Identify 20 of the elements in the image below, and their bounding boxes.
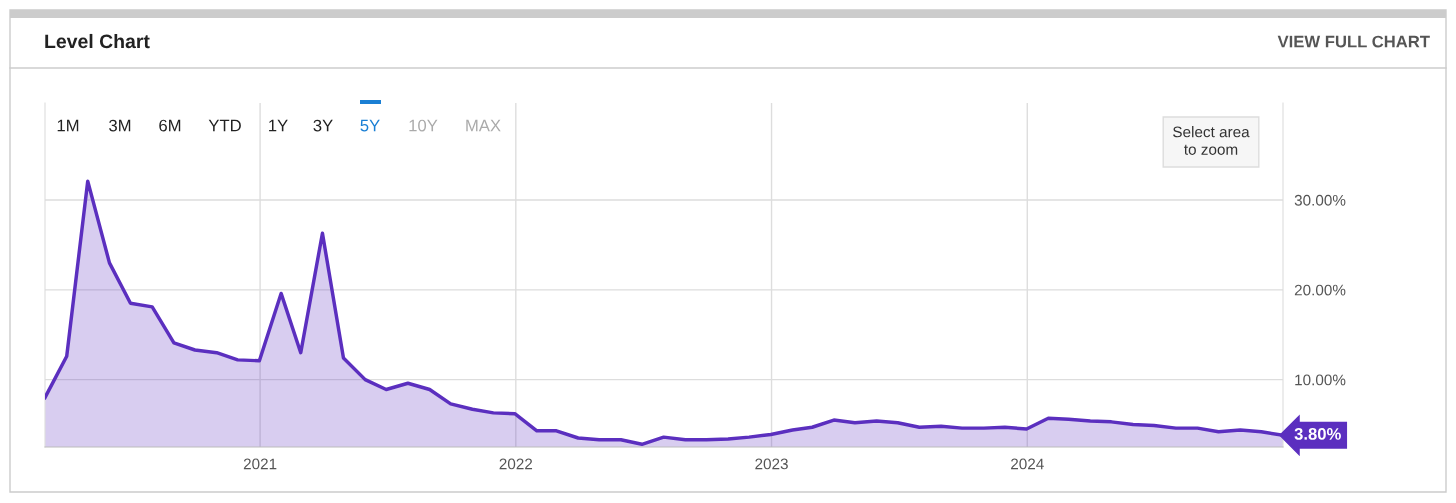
annotation: YTD <box>208 119 241 132</box>
text: VIEW FULL CHART <box>1277 35 1430 48</box>
annotation: 3M <box>109 119 131 132</box>
annotation: 6M <box>159 119 181 132</box>
annotation: 10Y <box>409 119 438 132</box>
x-tick-label: 2021 <box>243 458 277 470</box>
annotation: Select area to zoom <box>1173 126 1250 155</box>
annotation: 1M <box>57 119 79 132</box>
y-tick-label: 30.00% <box>1294 194 1346 206</box>
annotation: 3Y <box>313 119 333 132</box>
annotation: 1Y <box>269 119 288 132</box>
annotation: 3.80% <box>1294 428 1341 440</box>
annotation: MAX <box>466 119 501 132</box>
annotation: 5Y <box>360 119 380 132</box>
x-tick-label: 2022 <box>499 458 533 470</box>
chart-title: Level Chart <box>45 33 150 49</box>
x-tick-label: 2023 <box>755 458 788 470</box>
y-tick-label: 20.00% <box>1294 284 1346 296</box>
y-tick-label: 10.00% <box>1295 374 1346 386</box>
x-tick-label: 2024 <box>1011 458 1044 470</box>
